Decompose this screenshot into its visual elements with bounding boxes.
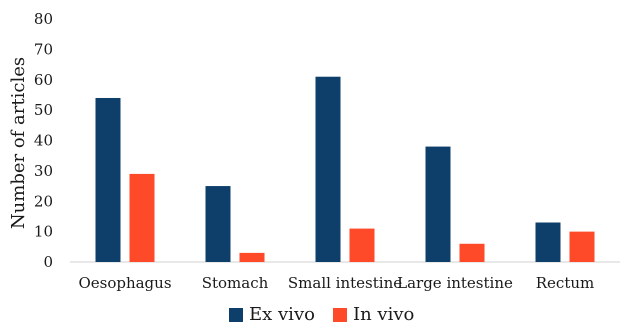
bar-in-vivo-stomach: [239, 252, 265, 262]
y-tick-label: 40: [34, 132, 53, 150]
bar-in-vivo-oesophagus: [129, 173, 155, 262]
bar-in-vivo-large-intestine: [459, 243, 485, 262]
bars: [95, 76, 595, 263]
y-tick-label: 10: [34, 223, 53, 241]
y-tick-label: 0: [43, 253, 53, 271]
legend-swatch-ex-vivo: [229, 308, 243, 322]
bar-ex-vivo-small-intestine: [315, 76, 341, 263]
bar-ex-vivo-stomach: [205, 186, 231, 262]
y-tick-label: 50: [34, 101, 53, 119]
category-label: Small intestine: [288, 274, 402, 292]
bar-ex-vivo-large-intestine: [425, 146, 451, 262]
y-tick-label: 30: [34, 162, 53, 180]
y-axis-title: Number of articles: [8, 57, 29, 229]
legend-label: In vivo: [353, 304, 414, 325]
category-label: Rectum: [536, 274, 594, 292]
y-tick-label: 60: [34, 71, 53, 89]
category-label: Stomach: [202, 274, 269, 292]
y-tick-label: 80: [34, 10, 53, 28]
bar-in-vivo-small-intestine: [349, 228, 375, 262]
legend-label: Ex vivo: [249, 304, 315, 325]
y-axis-ticks: 0 10 20 30 40 50 60 70 80: [34, 10, 53, 271]
bar-ex-vivo-oesophagus: [95, 97, 121, 262]
legend-swatch-in-vivo: [333, 308, 347, 322]
category-label: Large intestine: [397, 274, 513, 292]
bar-ex-vivo-rectum: [535, 222, 561, 262]
legend: Ex vivo In vivo: [229, 304, 414, 325]
y-tick-label: 20: [34, 192, 53, 210]
y-tick-label: 70: [34, 40, 53, 58]
category-label: Oesophagus: [78, 274, 171, 292]
bar-in-vivo-rectum: [569, 231, 595, 262]
